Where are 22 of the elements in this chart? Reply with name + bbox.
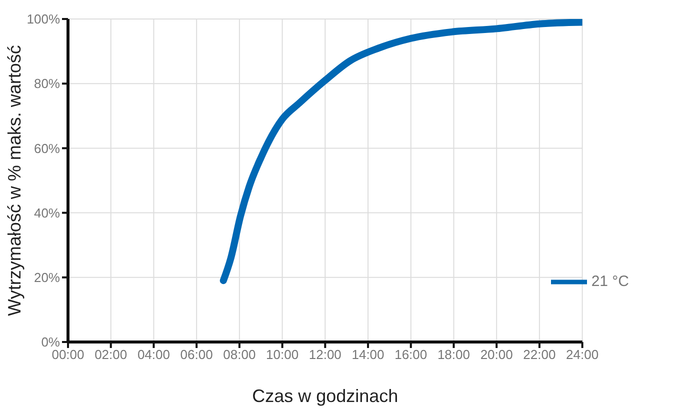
- x-tick-label: 18:00: [437, 347, 470, 362]
- x-tick-label: 22:00: [523, 347, 556, 362]
- x-tick-label: 10:00: [266, 347, 299, 362]
- x-tick-label: 08:00: [223, 347, 256, 362]
- x-tick-label: 02:00: [94, 347, 128, 362]
- y-axis-title: Wytrzymałość w % maks. wartość: [4, 45, 24, 316]
- y-tick-label: 80%: [34, 76, 60, 92]
- legend-label: 21 °C: [591, 272, 629, 290]
- x-tick-label: 00:00: [52, 347, 84, 362]
- y-tick-label: 60%: [34, 140, 60, 156]
- y-tick-label: 0%: [41, 334, 60, 350]
- x-tick-label: 12:00: [308, 347, 342, 362]
- y-tick-label: 100%: [26, 12, 60, 27]
- x-tick-label: 16:00: [394, 347, 428, 362]
- y-tick-label: 40%: [34, 205, 60, 220]
- x-tick-label: 14:00: [352, 347, 384, 362]
- x-tick-label: 20:00: [480, 347, 513, 362]
- x-tick-label: 06:00: [180, 347, 213, 362]
- y-tick-label: 20%: [34, 270, 60, 286]
- x-axis-title: Czas w godzinach: [252, 386, 398, 406]
- x-tick-label: 04:00: [137, 347, 170, 362]
- x-tick-label: 24:00: [566, 347, 599, 362]
